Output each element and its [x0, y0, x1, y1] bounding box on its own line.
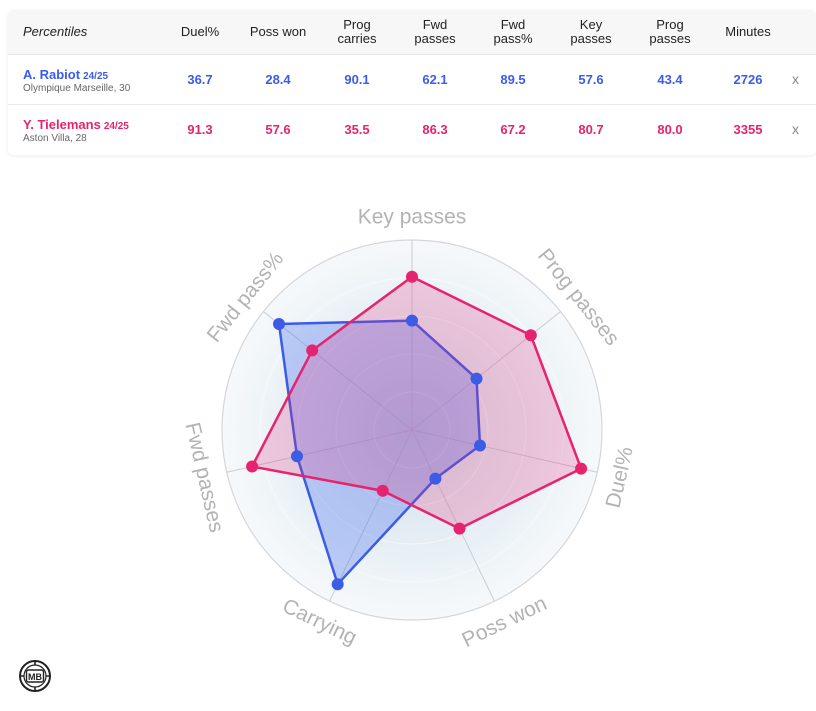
value-key-passes: 57.6 [578, 72, 604, 87]
value-poss-won: 28.4 [265, 72, 291, 87]
col-key-passes[interactable]: Key passes [570, 17, 612, 46]
value-duel-pct: 91.3 [187, 122, 213, 137]
player-team-age: Aston Villa, 28 [23, 133, 87, 144]
radar-axis-label: Fwd passes [181, 420, 228, 534]
value-fwd-pass-pct: 89.5 [500, 72, 526, 87]
value-minutes: 3355 [733, 122, 763, 137]
value-prog-passes: 80.0 [657, 122, 683, 137]
col-minutes[interactable]: Minutes [725, 24, 771, 39]
percentiles-table: Percentiles Duel% Poss won Prog carries … [8, 10, 816, 155]
player-name[interactable]: A. Rabiot 24/25 [23, 67, 108, 82]
radar-point [406, 314, 418, 327]
remove-player-button[interactable]: x [792, 71, 799, 87]
radar-point [246, 460, 259, 473]
radar-spoke [411, 429, 598, 473]
value-prog-passes: 43.4 [657, 72, 683, 87]
value-key-passes: 80.7 [578, 122, 604, 137]
value-duel-pct: 36.7 [187, 72, 213, 87]
col-fwd-passes[interactable]: Fwd passes [414, 17, 456, 46]
radar-point [474, 439, 486, 452]
percentiles-header: Percentiles [23, 24, 88, 39]
radar-point [406, 270, 418, 283]
radar-point [273, 318, 285, 330]
radar-point [575, 462, 588, 475]
value-fwd-pass-pct: 67.2 [500, 122, 526, 137]
radar-point [453, 522, 466, 535]
value-minutes: 2726 [733, 72, 763, 87]
radar-point [306, 344, 319, 357]
value-prog-carries: 90.1 [344, 72, 370, 87]
radar-point [291, 450, 303, 463]
logo-badge-icon: MB [19, 660, 51, 692]
radar-point [524, 329, 537, 342]
table-row: Y. Tielemans 24/25 Aston Villa, 28 91.3 5… [8, 105, 816, 154]
table-row: A. Rabiot 24/25 Olympique Marseille, 30 3… [8, 55, 816, 105]
player-team-age: Olympique Marseille, 30 [23, 83, 131, 94]
col-prog-passes[interactable]: Prog passes [649, 17, 691, 46]
value-poss-won: 57.6 [265, 122, 291, 137]
player-name-text: A. Rabiot [23, 67, 81, 82]
value-fwd-passes: 86.3 [422, 122, 448, 137]
radar-axis-label: Duel% [602, 445, 638, 510]
radar-point [470, 372, 483, 385]
col-prog-carries[interactable]: Prog carries [337, 17, 377, 46]
radar-series-area [277, 319, 482, 586]
radar-spoke [411, 429, 495, 602]
player-name-text: Y. Tielemans [23, 117, 101, 132]
player-name[interactable]: Y. Tielemans 24/25 [23, 117, 129, 132]
value-prog-carries: 35.5 [344, 122, 370, 137]
radar-series-area [250, 275, 583, 530]
radar-spoke [411, 311, 561, 431]
radar-spoke [329, 429, 413, 602]
player-season: 24/25 [103, 121, 129, 132]
radar-point [376, 484, 389, 497]
col-poss-won[interactable]: Poss won [249, 24, 307, 39]
remove-player-button[interactable]: x [792, 121, 799, 137]
col-duel-pct[interactable]: Duel% [180, 24, 220, 39]
value-fwd-passes: 62.1 [422, 72, 448, 87]
radar-point [429, 472, 442, 485]
radar-spoke [263, 311, 413, 431]
table-header: Percentiles Duel% Poss won Prog carries … [8, 10, 816, 55]
radar-point [331, 578, 344, 591]
radar-axis-label: Key passes [358, 206, 467, 229]
col-fwd-pass-pct[interactable]: Fwd pass% [493, 17, 533, 46]
player-season: 24/25 [83, 71, 109, 82]
logo-text: MB [28, 672, 42, 682]
mb-logo: MB [18, 659, 52, 693]
